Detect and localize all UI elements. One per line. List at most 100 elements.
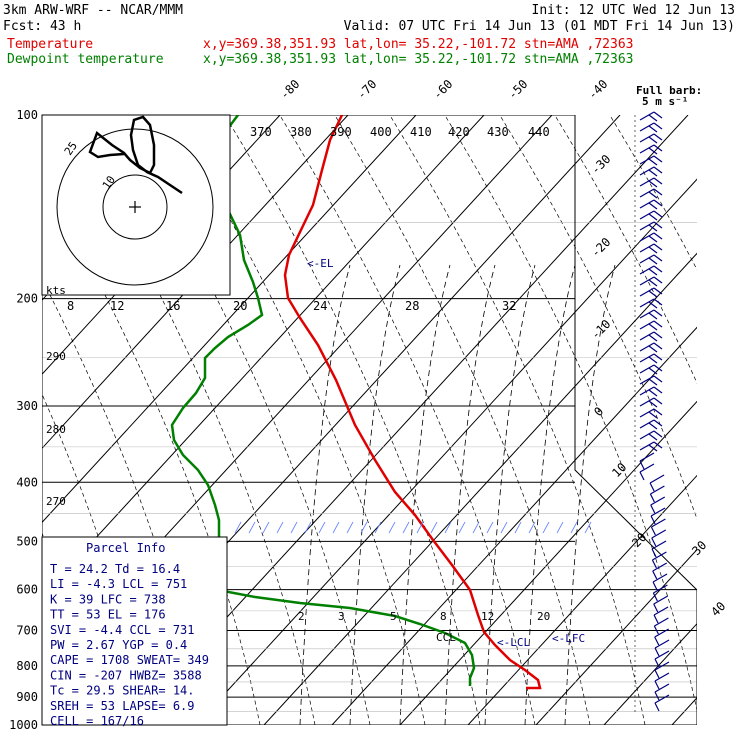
wind-barb (639, 419, 655, 429)
wind-barb-flag (648, 400, 658, 408)
parcel-wind-barb (318, 521, 326, 534)
dry-adiabat (554, 115, 697, 384)
wind-barb-flag (648, 367, 658, 375)
wind-barb-flag (648, 191, 658, 199)
wind-barb-flag (653, 397, 663, 405)
wind-barb-flag (653, 298, 663, 306)
wind-barb-flag (648, 433, 658, 441)
parcel-wind-barb (248, 521, 256, 534)
wind-barb-flag (648, 125, 658, 133)
wind-barb-flag (648, 411, 658, 419)
wind-barb (654, 628, 670, 638)
wind-barb-flag (653, 232, 663, 240)
mixing-ratio-line (349, 264, 401, 725)
wind-barb-flag (651, 537, 657, 547)
wind-barb-flag (649, 493, 655, 503)
wind-barb-flag (652, 581, 658, 591)
wind-barb (639, 375, 655, 385)
wind-barb-flag (653, 375, 663, 383)
wind-barb-flag (653, 287, 663, 295)
wind-barb-flag (648, 169, 658, 177)
isotherm-label: -80 (277, 77, 302, 102)
wind-barb-flag (654, 669, 660, 679)
parcel-wind-barb (416, 521, 424, 534)
wind-barb-flag (653, 309, 663, 317)
isotherm-label: -60 (430, 77, 455, 102)
wind-barb-flag (653, 353, 663, 361)
dry-adiabat (444, 115, 697, 713)
wind-barb-flag (648, 224, 658, 232)
pressure-label-100: 100 (16, 108, 38, 122)
parcel-wind-barb (486, 521, 494, 534)
wind-barb-flag (653, 265, 663, 273)
parcel-info-row: Tc = 29.5 SHEAR= 14. (50, 684, 195, 698)
wind-barb-flag (654, 636, 660, 646)
mixing-ratio-label-upper: 12 (110, 299, 124, 313)
plot-frame (42, 115, 697, 725)
wind-barb-flag (639, 460, 645, 470)
wind-barb (639, 408, 655, 418)
wind-barb-flag (653, 625, 659, 635)
wind-barb-flag (653, 210, 663, 218)
parcel-wind-barb (514, 521, 522, 534)
parcel-info-row: T = 24.2 Td = 16.4 (50, 562, 180, 576)
wind-barb-flag (648, 158, 658, 166)
wind-barb-flag (651, 559, 657, 569)
wind-barb-flag (648, 345, 658, 353)
wind-barb (639, 452, 655, 462)
wind-barb-flag (653, 364, 663, 372)
wind-barb-flag (651, 548, 657, 558)
theta-label: 400 (370, 125, 392, 139)
isotherm-label: -30 (588, 152, 613, 177)
wind-barb (653, 595, 669, 605)
pressure-label-1000: 1000 (9, 718, 38, 732)
wind-barb (639, 166, 655, 176)
hodograph-ring-label-25: 25 (62, 139, 80, 157)
isotherm (42, 115, 349, 450)
wind-barb-flag (653, 386, 663, 394)
pressure-label-200: 200 (16, 292, 38, 306)
forecast-hour: Fcst: 43 h (3, 19, 81, 34)
parcel-info-box: Parcel Info T = 24.2 Td = 16.4LI = -4.3 … (41, 536, 228, 728)
parcel-info-row: K = 39 LFC = 738 (50, 592, 166, 606)
wind-barb (653, 606, 669, 616)
temperature-line (283, 115, 542, 690)
wind-barb (654, 694, 670, 704)
pressure-label-700: 700 (16, 624, 38, 638)
mixing-ratio-label-upper: 16 (166, 299, 180, 313)
isotherm-label: 40 (708, 599, 728, 619)
wind-barb-flag (649, 482, 655, 492)
dewpoint-line (170, 115, 476, 686)
wind-barb-flag (654, 658, 660, 668)
wind-barb-flag (653, 188, 663, 196)
wind-barb-flag (648, 180, 658, 188)
wind-barb (639, 232, 655, 242)
wind-barb (639, 177, 655, 187)
wind-barb (639, 320, 655, 330)
wind-barb-flag (653, 276, 663, 284)
mixing-ratio-label-lower: 2 (298, 610, 305, 623)
temperature-location: x,y=369.38,351.93 lat,lon= 35.22,-101.72… (203, 37, 633, 52)
wind-barb-flag (654, 647, 660, 657)
parcel-info-row: CIN = -207 HWBZ= 3588 (50, 668, 202, 682)
wind-barb (639, 287, 655, 297)
parcel-wind-barb (444, 521, 452, 534)
mixing-ratio-line (299, 264, 351, 725)
isotherm (263, 252, 697, 725)
mixing-ratio-line (564, 264, 616, 725)
wind-barb-flag (653, 221, 663, 229)
dewpoint-legend: Dewpoint temperature (7, 52, 164, 67)
wind-barb-flag (648, 202, 658, 210)
wind-barb (639, 298, 655, 308)
parcel-wind-barb (332, 521, 340, 534)
pressure-label-300: 300 (16, 399, 38, 413)
theta-label: 420 (448, 125, 470, 139)
wind-barb (639, 364, 655, 374)
wind-barb-flag (653, 320, 663, 328)
parcel-wind-barb (388, 521, 396, 534)
mixing-ratio-label-lower: 8 (440, 610, 447, 623)
wind-barb-flag (648, 334, 658, 342)
mixing-ratio-line (444, 264, 496, 725)
wind-barb-flag (653, 614, 659, 624)
